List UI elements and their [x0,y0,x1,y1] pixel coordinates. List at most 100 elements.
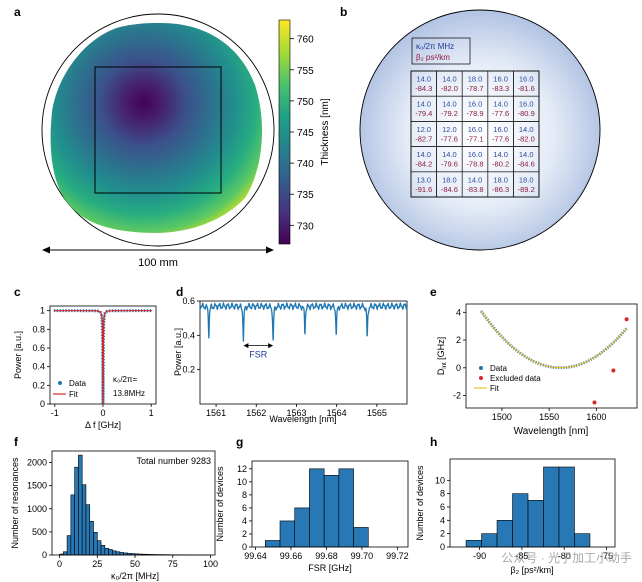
panel-g-ytick-label: 12 [237,464,247,474]
legend-data-label-c: Data [69,379,86,388]
colorbar-tick-label: 745 [297,128,314,139]
cell-kappa-value: 16.0 [519,75,534,84]
panel-h-xtick-label: -80 [558,551,571,561]
panel-c-ytick-label: 0.2 [32,380,45,390]
panel-f-ytick-label: 500 [32,527,47,537]
cell-beta-value: -79.6 [441,160,458,169]
panel-label-g: g [236,435,243,449]
panel-f-bar [85,504,91,556]
panel-label-e: e [430,285,437,299]
cell-kappa-value: 14.0 [493,150,508,159]
colorbar-tick-label: 740 [297,159,314,170]
panel-label-d: d [176,285,183,299]
y-axis-label-c: Power [a.u.] [13,331,23,379]
y-axis-label-h: Number of devices [415,465,425,541]
cell-beta-value: -89.2 [518,185,535,194]
fsr-label: FSR [249,350,268,360]
panel-g-xtick-label: 99.66 [280,551,303,561]
colorbar-tick-label: 730 [297,221,314,232]
cell-beta-value: -84.3 [415,84,432,93]
panel-h-xtick-label: -85 [515,551,528,561]
y-axis-label-g: Number of devices [215,466,225,542]
dint-data-points [479,310,628,370]
panel-f-bar [104,547,109,556]
panel-d-ytick-label: 0.2 [182,365,195,375]
panel-label-a: a [14,5,21,19]
colorbar-tick-label: 755 [297,66,314,77]
x-axis-label-f: κ₀/2π [MHz] [111,571,159,581]
arrow-head-right [266,246,274,254]
panel-h-bar [574,533,591,548]
cell-beta-value: -86.3 [492,185,509,194]
panel-g-ytick-label: 8 [242,490,247,500]
panel-f-bar [66,535,72,556]
colorbar-tick-label: 760 [297,35,314,46]
panel-g-xtick-label: 99.70 [351,551,374,561]
panel-e-dint: 1500 1550 1600 -2 0 2 4 Data Excluded data Fit… [436,303,638,437]
panel-g-ytick-label: 10 [237,477,247,487]
cell-beta-value: -79.4 [415,109,432,118]
panel-d-xtick-label: 1561 [206,408,226,418]
histogram-bars-f [59,454,211,556]
cell-kappa-value: 18.0 [468,75,483,84]
cell-kappa-value: 18.0 [493,175,508,184]
panel-d-transmission: 1561 1562 1563 1564 1565 0.2 0.4 0.6 FSR Wavele… [173,296,408,424]
histogram-bars-g [264,468,369,548]
panel-f-ytick-label: 0 [42,550,47,560]
axis-ticks-c: -1 0 1 0 0.2 0.4 0.6 0.8 1 [32,306,153,418]
panel-g-bar [264,540,281,548]
cell-kappa-value: 14.0 [442,150,457,159]
cell-beta-value: -84.6 [441,185,458,194]
cell-kappa-value: 14.0 [519,150,534,159]
colorbar [278,19,291,245]
panel-h-ytick-label: 4 [440,515,445,525]
cell-beta-value: -82.0 [441,84,458,93]
panel-g-bar [323,475,340,548]
dint-fit-curve [480,310,627,369]
panel-c-ytick-label: 0.4 [32,362,45,372]
thickness-heatmap [50,22,263,233]
cell-beta-value: -78.8 [466,160,483,169]
cell-beta-value: -83.8 [466,185,483,194]
panel-g-bar [279,520,296,548]
panel-g-xtick-label: 99.64 [244,551,267,561]
panel-g-xtick-label: 99.72 [386,551,409,561]
cell-kappa-value: 14.0 [442,100,457,109]
panel-h-bar [481,533,498,548]
panel-e-ytick-label: 0 [456,363,461,373]
colorbar-tick-label: 750 [297,97,314,108]
panel-d-xtick-label: 1564 [327,408,347,418]
panel-h-bar [543,466,560,548]
panel-f-xtick-label: 75 [168,559,178,569]
panel-g-ytick-label: 0 [242,542,247,552]
excluded-point [611,368,616,373]
panel-f-bar [115,551,121,556]
panel-h-xtick-label: -90 [473,551,486,561]
cell-beta-value: -84.2 [415,160,432,169]
panel-f-ytick-label: 1000 [27,504,47,514]
cell-kappa-value: 18.0 [442,175,457,184]
panel-f-xtick-label: 100 [203,559,218,569]
panel-e-xtick-label: 1550 [539,412,559,422]
cell-kappa-value: 14.0 [442,75,457,84]
x-axis-label-c: Δ f [GHz] [85,420,121,430]
legend-data-marker-e [479,366,483,370]
panel-f-xtick-label: 0 [57,559,62,569]
panel-c-ytick-label: 0 [40,399,45,409]
cell-kappa-value: 16.0 [468,125,483,134]
axes-frame-g [251,460,409,548]
diameter-label: 100 mm [138,257,178,269]
kappa-annotation-line2: 13.8MHz [113,389,145,398]
cell-beta-value: -77.1 [466,134,483,143]
excluded-point [624,317,629,322]
panel-e-xtick-label: 1600 [586,412,606,422]
panel-e-ytick-label: 4 [456,307,461,317]
panel-h-bar [558,466,575,548]
panel-h-bar [496,520,513,548]
panel-a-wafer-map: 100 mm 730 735 740 745 750 755 760 Thickness [… [41,13,331,269]
excluded-data-points [592,317,629,405]
panel-g-bar [309,468,325,548]
panel-f-bar [100,544,106,556]
panel-g-ytick-label: 2 [242,529,247,539]
